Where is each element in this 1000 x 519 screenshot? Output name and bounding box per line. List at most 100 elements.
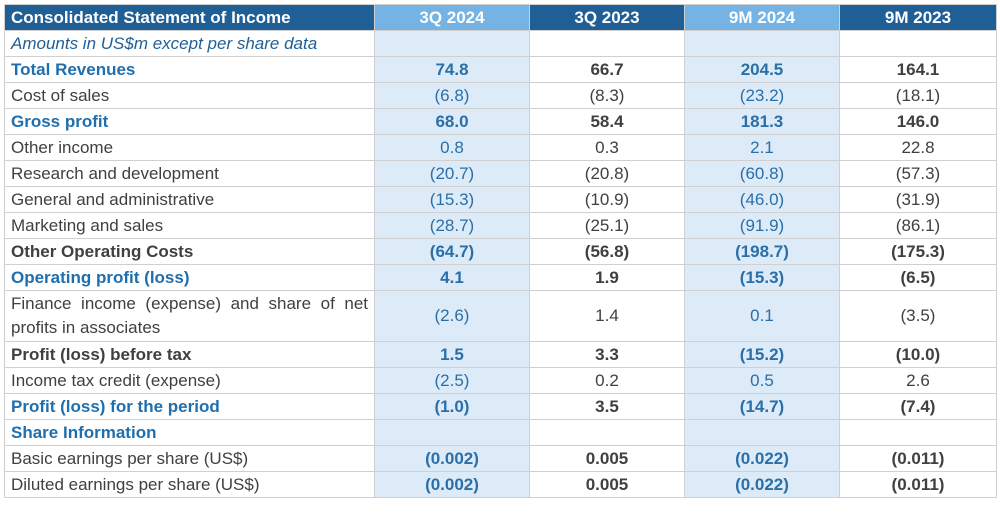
table-cell: 4.1	[374, 264, 530, 291]
section-header-row: Share Information	[4, 419, 997, 446]
row-label: Other income	[4, 134, 375, 161]
column-header-3q-2023: 3Q 2023	[529, 4, 685, 31]
row-label: Gross profit	[4, 108, 375, 135]
table-cell: (15.2)	[684, 341, 840, 368]
table-cell: (7.4)	[839, 393, 997, 420]
row-label: Income tax credit (expense)	[4, 367, 375, 394]
table-cell: (2.6)	[374, 290, 530, 342]
table-cell: (0.022)	[684, 445, 840, 472]
table-cell: (0.011)	[839, 471, 997, 498]
row-label: Finance income (expense) and share of ne…	[4, 290, 375, 342]
row-label: General and administrative	[4, 186, 375, 213]
subtitle-row: Amounts in US$m except per share data	[4, 30, 997, 57]
table-title: Consolidated Statement of Income	[4, 4, 375, 31]
table-cell: (91.9)	[684, 212, 840, 239]
table-cell	[839, 30, 997, 57]
table-cell: (20.7)	[374, 160, 530, 187]
table-cell: (0.002)	[374, 471, 530, 498]
table-cell: 22.8	[839, 134, 997, 161]
table-cell: (6.8)	[374, 82, 530, 109]
table-cell: 66.7	[529, 56, 685, 83]
table-row: Other Operating Costs (64.7) (56.8) (198…	[4, 238, 997, 265]
table-cell: 68.0	[374, 108, 530, 135]
table-cell: (31.9)	[839, 186, 997, 213]
table-row: Total Revenues 74.8 66.7 204.5 164.1	[4, 56, 997, 83]
table-cell: 181.3	[684, 108, 840, 135]
income-statement-table: Consolidated Statement of Income 3Q 2024…	[4, 4, 997, 498]
row-label: Profit (loss) before tax	[4, 341, 375, 368]
table-cell: 74.8	[374, 56, 530, 83]
table-cell: (2.5)	[374, 367, 530, 394]
table-cell: (1.0)	[374, 393, 530, 420]
table-cell	[839, 419, 997, 446]
table-cell: (25.1)	[529, 212, 685, 239]
table-row: Marketing and sales (28.7) (25.1) (91.9)…	[4, 212, 997, 239]
table-cell: (0.011)	[839, 445, 997, 472]
table-cell	[374, 30, 530, 57]
table-cell: (10.9)	[529, 186, 685, 213]
row-label: Operating profit (loss)	[4, 264, 375, 291]
table-row: Diluted earnings per share (US$) (0.002)…	[4, 471, 997, 498]
table-row: Operating profit (loss) 4.1 1.9 (15.3) (…	[4, 264, 997, 291]
table-row: Research and development (20.7) (20.8) (…	[4, 160, 997, 187]
table-cell: (198.7)	[684, 238, 840, 265]
table-cell: 3.3	[529, 341, 685, 368]
table-row: Other income 0.8 0.3 2.1 22.8	[4, 134, 997, 161]
column-header-3q-2024: 3Q 2024	[374, 4, 530, 31]
table-row: General and administrative (15.3) (10.9)…	[4, 186, 997, 213]
row-label: Profit (loss) for the period	[4, 393, 375, 420]
row-label: Other Operating Costs	[4, 238, 375, 265]
table-cell: 0.5	[684, 367, 840, 394]
table-cell: (0.022)	[684, 471, 840, 498]
table-cell: (64.7)	[374, 238, 530, 265]
table-cell: (0.002)	[374, 445, 530, 472]
table-cell: 2.6	[839, 367, 997, 394]
table-cell: 3.5	[529, 393, 685, 420]
table-row: Gross profit 68.0 58.4 181.3 146.0	[4, 108, 997, 135]
column-header-9m-2024: 9M 2024	[684, 4, 840, 31]
table-cell: (15.3)	[374, 186, 530, 213]
row-label: Marketing and sales	[4, 212, 375, 239]
table-cell: 1.4	[529, 290, 685, 342]
table-cell: (23.2)	[684, 82, 840, 109]
row-label: Total Revenues	[4, 56, 375, 83]
table-cell: (46.0)	[684, 186, 840, 213]
table-cell: (57.3)	[839, 160, 997, 187]
row-label: Diluted earnings per share (US$)	[4, 471, 375, 498]
table-cell: (10.0)	[839, 341, 997, 368]
table-cell: (28.7)	[374, 212, 530, 239]
table-cell: 146.0	[839, 108, 997, 135]
table-cell: 0.2	[529, 367, 685, 394]
table-row: Basic earnings per share (US$) (0.002) 0…	[4, 445, 997, 472]
table-cell: (3.5)	[839, 290, 997, 342]
table-cell	[684, 419, 840, 446]
row-label: Cost of sales	[4, 82, 375, 109]
table-cell: (20.8)	[529, 160, 685, 187]
row-label: Basic earnings per share (US$)	[4, 445, 375, 472]
table-row: Income tax credit (expense) (2.5) 0.2 0.…	[4, 367, 997, 394]
table-cell: 204.5	[684, 56, 840, 83]
table-cell: 1.5	[374, 341, 530, 368]
table-cell: 0.8	[374, 134, 530, 161]
table-row: Profit (loss) for the period (1.0) 3.5 (…	[4, 393, 997, 420]
table-cell: 58.4	[529, 108, 685, 135]
table-cell	[529, 30, 685, 57]
table-cell: (86.1)	[839, 212, 997, 239]
table-cell: (18.1)	[839, 82, 997, 109]
table-row: Finance income (expense) and share of ne…	[4, 290, 997, 342]
table-cell: (175.3)	[839, 238, 997, 265]
table-cell: 0.005	[529, 445, 685, 472]
table-cell: (14.7)	[684, 393, 840, 420]
table-cell: (56.8)	[529, 238, 685, 265]
table-cell: 2.1	[684, 134, 840, 161]
column-header-9m-2023: 9M 2023	[839, 4, 997, 31]
table-cell: 0.1	[684, 290, 840, 342]
row-label: Research and development	[4, 160, 375, 187]
table-cell: (8.3)	[529, 82, 685, 109]
table-cell: 0.005	[529, 471, 685, 498]
section-heading: Share Information	[4, 419, 375, 446]
table-cell	[684, 30, 840, 57]
table-cell	[374, 419, 530, 446]
header-row: Consolidated Statement of Income 3Q 2024…	[4, 4, 997, 31]
units-note: Amounts in US$m except per share data	[4, 30, 375, 57]
